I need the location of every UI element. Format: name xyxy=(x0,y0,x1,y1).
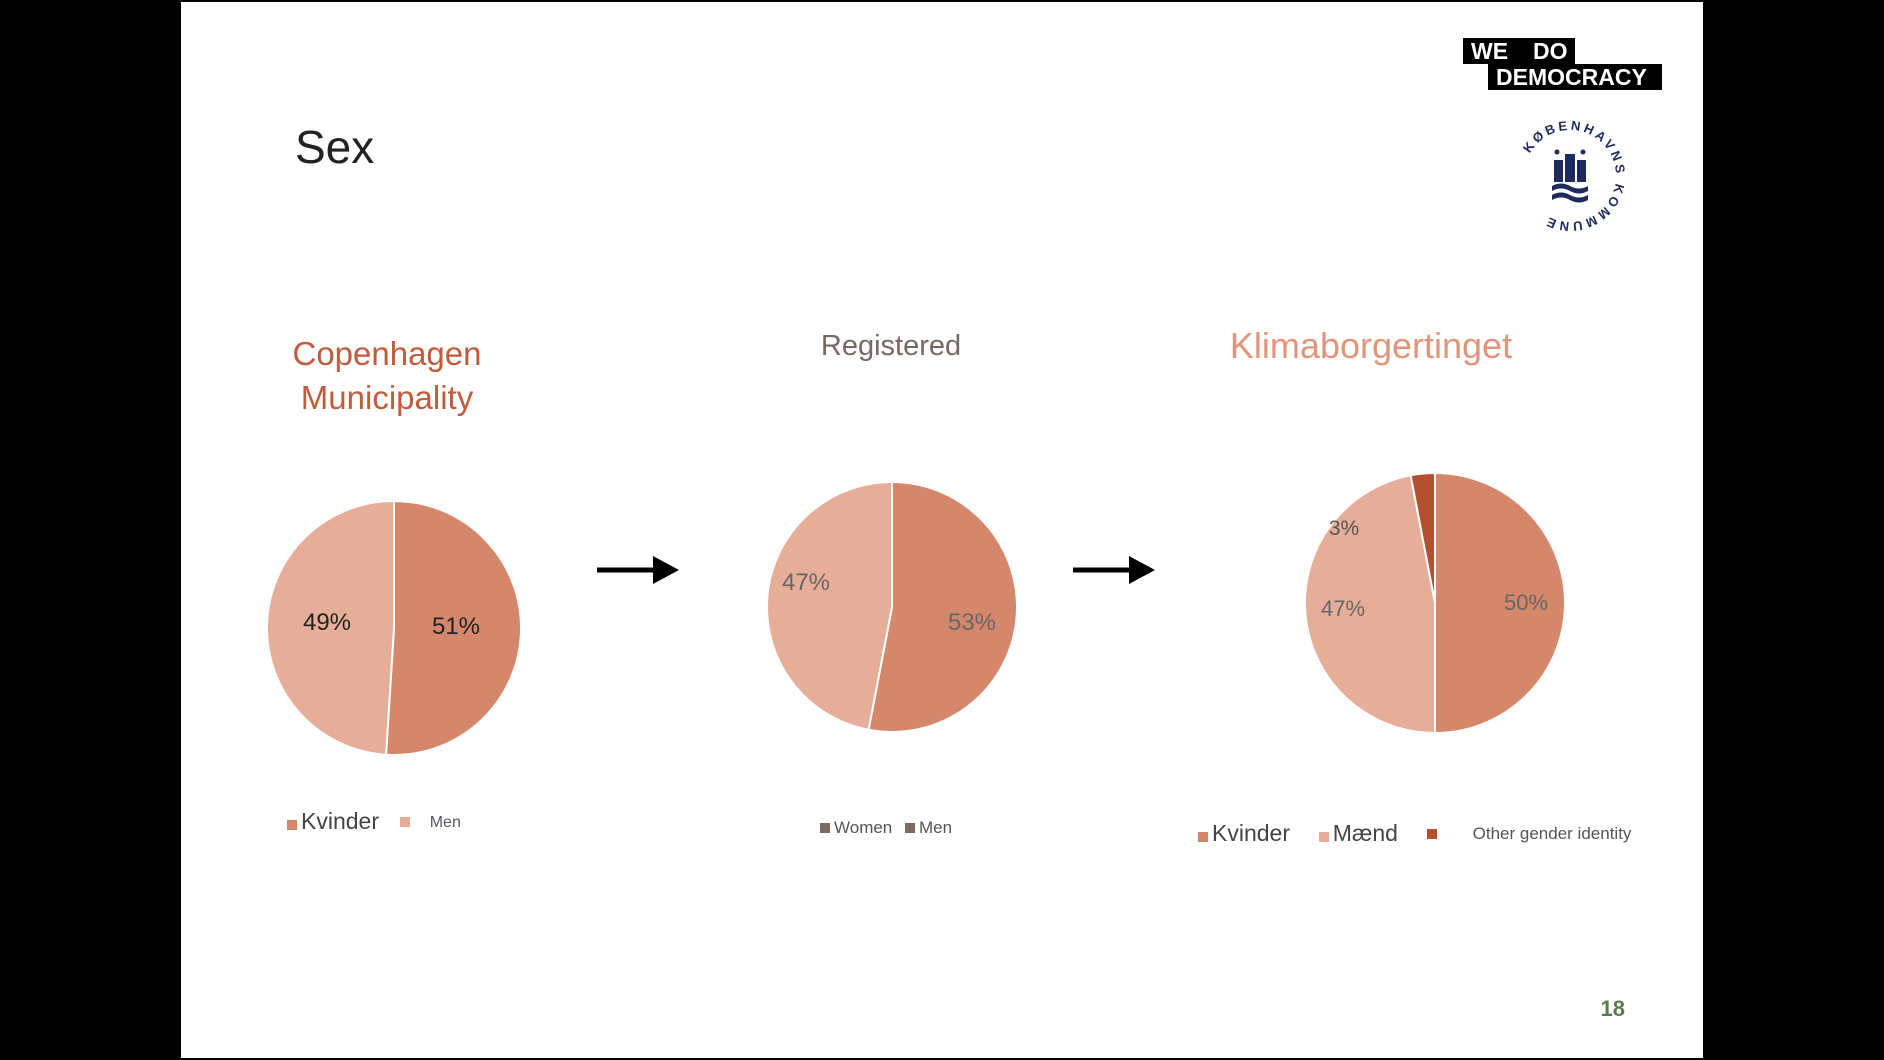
kobenhavns-kommune-crest-icon: KØBENHAVNS KOMMUNE xyxy=(1520,118,1626,235)
chart2-label-men: 47% xyxy=(781,569,831,596)
chart1-title: Copenhagen Municipality xyxy=(257,332,517,420)
legend-item: Men xyxy=(399,812,461,832)
chart3-label-maend: 47% xyxy=(1320,596,1366,621)
legend-label: Men xyxy=(429,813,461,831)
right-arrow-icon xyxy=(1073,556,1155,584)
chart3-label-other: 3% xyxy=(1328,517,1360,540)
chart1-label-kvinder: 51% xyxy=(431,613,481,640)
legend-swatch xyxy=(287,819,297,830)
chart1-pie xyxy=(266,499,522,756)
pie-slice-kvinder xyxy=(1434,471,1566,735)
chart1-title-line1: Copenhagen xyxy=(292,335,482,372)
logo-democracy: DEMOCRACY xyxy=(1488,64,1662,90)
chart2-pie xyxy=(766,480,1018,733)
legend-label: Mænd xyxy=(1332,820,1398,846)
chart3-label-kvinder: 50% xyxy=(1503,590,1549,615)
slide-title: Sex xyxy=(295,121,375,173)
chart2-legend: Women Men xyxy=(820,817,966,838)
legend-label: Other gender identity xyxy=(1472,823,1632,843)
legend-label: Kvinder xyxy=(301,808,379,834)
legend-swatch xyxy=(820,823,830,834)
legend-swatch xyxy=(399,817,410,828)
pie-slice-women xyxy=(867,480,1018,733)
legend-item: Kvinder xyxy=(287,808,379,835)
pie-slice-other-gender-identity xyxy=(1409,471,1436,604)
legend-item: Men xyxy=(905,818,952,838)
chart2-title: Registered xyxy=(820,330,962,362)
pie-slice-men xyxy=(266,499,395,756)
legend-label: Kvinder xyxy=(1212,820,1290,846)
page-number: 18 xyxy=(1600,996,1625,1021)
chart1-legend: Kvinder Men xyxy=(287,808,475,835)
chart1-label-men: 49% xyxy=(302,609,352,636)
legend-item: Mænd xyxy=(1318,820,1398,847)
chart3-pie xyxy=(1304,471,1566,735)
legend-item: Women xyxy=(820,818,892,838)
chart3-title: Klimaborgertinget xyxy=(1229,325,1513,366)
logo-do: DO xyxy=(1525,38,1575,64)
legend-swatch xyxy=(1198,831,1208,842)
pie-slice-kvinder xyxy=(384,499,522,756)
chart2-label-women: 53% xyxy=(947,609,997,636)
legend-swatch xyxy=(1426,829,1437,840)
pie-slice-mænd xyxy=(1304,474,1436,735)
pie-slice-men xyxy=(766,480,893,731)
legend-item: Other gender identity xyxy=(1426,823,1632,844)
logo-we: WE xyxy=(1463,38,1533,64)
slide: Sex WE DO DEMOCRACY KØBENHAVNS KOMMUNE C… xyxy=(181,2,1703,1058)
legend-label: Women xyxy=(834,817,893,837)
legend-label: Men xyxy=(919,817,953,837)
legend-item: Kvinder xyxy=(1198,820,1290,847)
chart3-legend: Kvinder Mænd Other gender identity xyxy=(1198,820,1645,847)
chart1-title-line2: Municipality xyxy=(300,379,474,416)
legend-swatch xyxy=(1318,831,1329,842)
legend-swatch xyxy=(905,823,915,834)
right-arrow-icon xyxy=(597,556,679,584)
